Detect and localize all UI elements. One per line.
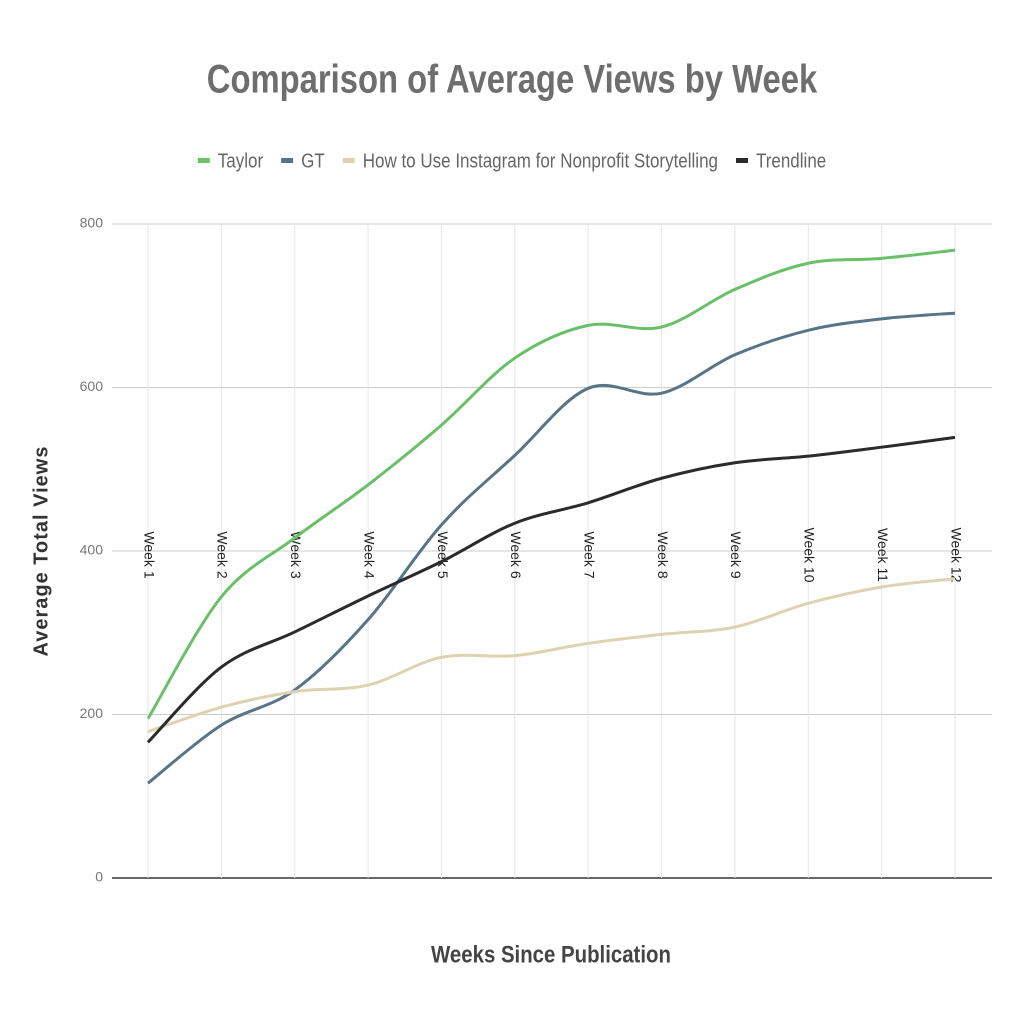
chart-title: Comparison of Average Views by Week (207, 56, 818, 101)
x-tick-label: Week 2 (215, 531, 231, 578)
legend-label: Trendline (756, 150, 826, 172)
legend-swatch (342, 158, 355, 163)
y-tick-label: 800 (80, 215, 104, 231)
x-tick-label: Week 7 (581, 531, 597, 578)
x-tick-label: Week 11 (875, 528, 891, 582)
legend-label: GT (301, 150, 325, 172)
x-tick-label: Week 3 (288, 531, 304, 578)
x-tick-label: Week 4 (361, 531, 377, 578)
legend-label: Taylor (218, 150, 264, 172)
line-series (146, 435, 956, 744)
y-tick-label: 0 (95, 869, 103, 885)
y-axis-label: Average Total Views (30, 446, 52, 657)
y-tick-label: 400 (80, 542, 104, 558)
x-tick-label: Week 1 (141, 531, 157, 578)
legend-swatch (281, 158, 294, 163)
line-series (147, 311, 956, 785)
x-tick-label: Week 8 (655, 531, 671, 578)
y-tick-label: 600 (80, 378, 104, 394)
x-tick-label: Week 9 (728, 531, 744, 578)
legend-swatch (735, 158, 748, 163)
x-tick-label: Week 10 (802, 528, 818, 583)
x-tick-label: Week 5 (435, 531, 451, 578)
legend: Taylor GT How to Use Instagram for Nonprof… (197, 150, 826, 172)
legend-label: How to Use Instagram for Nonprofit Story… (363, 150, 718, 172)
x-axis-label: Weeks Since Publication (431, 941, 671, 968)
legend-swatch (197, 158, 210, 163)
line-series (146, 248, 956, 720)
x-tick-label: Week 12 (948, 528, 964, 583)
line-series (147, 577, 956, 734)
x-tick-label: Week 6 (508, 531, 524, 578)
y-tick-label: 200 (80, 705, 104, 721)
